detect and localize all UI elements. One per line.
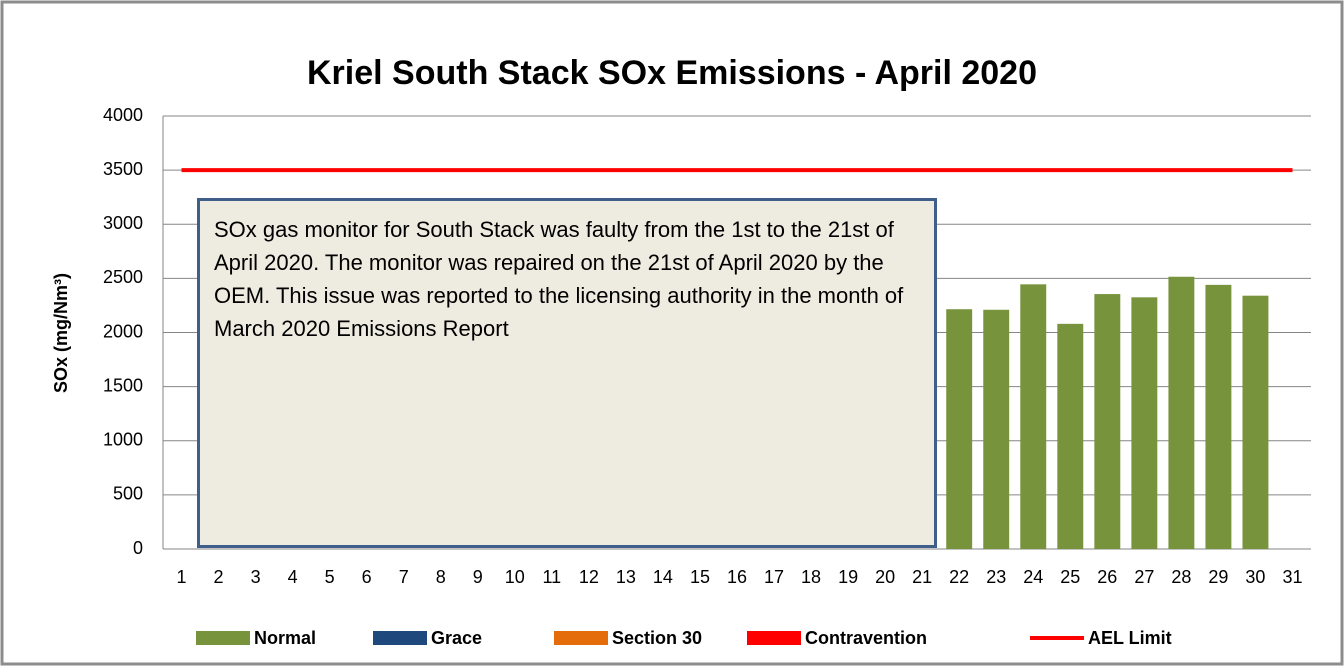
- x-tick-label: 2: [214, 567, 224, 587]
- x-tick-label: 18: [801, 567, 821, 587]
- legend-swatch: [747, 631, 801, 645]
- x-tick-label: 7: [399, 567, 409, 587]
- legend-label: AEL Limit: [1088, 628, 1172, 648]
- annotation: SOx gas monitor for South Stack was faul…: [197, 198, 937, 548]
- legend-label: Contravention: [805, 628, 927, 648]
- x-tick-label: 21: [912, 567, 932, 587]
- legend-label: Grace: [431, 628, 482, 648]
- x-tick-label: 22: [949, 567, 969, 587]
- x-tick-label: 3: [251, 567, 261, 587]
- x-tick-label: 28: [1171, 567, 1191, 587]
- y-tick-label: 4000: [103, 105, 143, 125]
- x-tick-label: 14: [653, 567, 673, 587]
- x-tick-label: 10: [505, 567, 525, 587]
- x-tick-label: 31: [1282, 567, 1302, 587]
- y-tick-label: 1500: [103, 375, 143, 395]
- x-tick-label: 13: [616, 567, 636, 587]
- chart-title: Kriel South Stack SOx Emissions - April …: [307, 54, 1037, 92]
- legend-label: Section 30: [612, 628, 702, 648]
- legend-swatch: [373, 631, 427, 645]
- y-tick-label: 500: [113, 484, 143, 504]
- y-axis-label: SOx (mg/Nm³): [51, 273, 71, 393]
- y-tick-label: 0: [133, 538, 143, 558]
- bar: [946, 309, 973, 549]
- x-tick-label: 6: [362, 567, 372, 587]
- bar: [1168, 276, 1195, 549]
- x-tick-label: 9: [473, 567, 483, 587]
- y-tick-label: 3000: [103, 213, 143, 233]
- x-tick-label: 17: [764, 567, 784, 587]
- x-tick-label: 27: [1134, 567, 1154, 587]
- x-tick-label: 5: [325, 567, 335, 587]
- x-tick-label: 8: [436, 567, 446, 587]
- y-tick-label: 3500: [103, 159, 143, 179]
- bar: [983, 309, 1010, 549]
- bar: [1131, 297, 1158, 549]
- x-tick-label: 12: [579, 567, 599, 587]
- x-tick-label: 15: [690, 567, 710, 587]
- x-tick-label: 4: [288, 567, 298, 587]
- x-tick-label: 26: [1097, 567, 1117, 587]
- legend-label: Normal: [254, 628, 316, 648]
- x-tick-label: 11: [542, 567, 561, 587]
- x-tick-label: 30: [1245, 567, 1265, 587]
- bar: [1205, 284, 1232, 549]
- x-tick-label: 29: [1208, 567, 1228, 587]
- bar: [1057, 323, 1084, 549]
- legend-swatch: [554, 631, 608, 645]
- bar: [1242, 295, 1269, 549]
- x-tick-label: 1: [177, 567, 187, 587]
- y-tick-label: 1000: [103, 430, 143, 450]
- x-tick-label: 19: [838, 567, 858, 587]
- x-tick-label: 24: [1023, 567, 1043, 587]
- legend-swatch: [196, 631, 250, 645]
- bar: [1094, 294, 1121, 549]
- y-tick-label: 2000: [103, 321, 143, 341]
- x-tick-label: 20: [875, 567, 895, 587]
- x-tick-label: 23: [986, 567, 1006, 587]
- x-tick-label: 25: [1060, 567, 1080, 587]
- bar: [1020, 284, 1047, 549]
- y-tick-label: 2500: [103, 267, 143, 287]
- x-tick-label: 16: [727, 567, 747, 587]
